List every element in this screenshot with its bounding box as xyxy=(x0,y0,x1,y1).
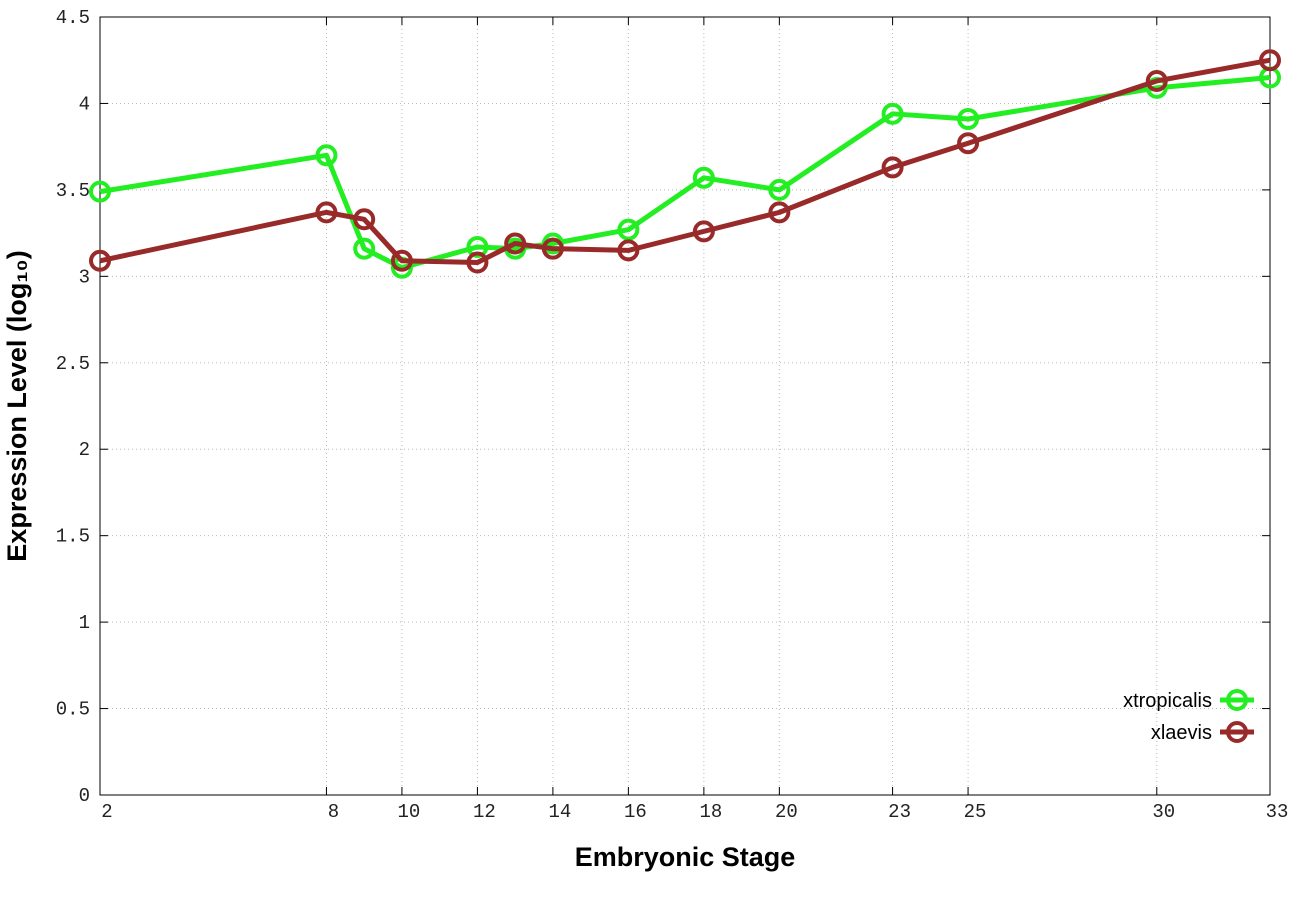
point-marker xyxy=(957,132,980,155)
point-marker xyxy=(881,156,904,179)
y-tick-label: 2.5 xyxy=(56,353,90,375)
y-tick-label: 3 xyxy=(79,266,90,288)
legend-marker xyxy=(1226,721,1248,743)
x-tick-label: 25 xyxy=(964,801,987,823)
point-marker xyxy=(881,102,904,125)
series-line xyxy=(99,75,1271,271)
point-marker xyxy=(315,201,338,224)
x-tick-label: 18 xyxy=(699,801,722,823)
point-marker xyxy=(466,251,489,274)
legend-marker xyxy=(1226,689,1248,711)
x-tick-label: 2 xyxy=(101,801,112,823)
point-marker xyxy=(617,218,640,241)
point-marker xyxy=(1259,49,1281,72)
y-axis-title: Expression Level (log₁₀) xyxy=(2,250,32,561)
y-tick-label: 0 xyxy=(79,785,90,807)
point-marker xyxy=(89,180,111,203)
y-tick-label: 3.5 xyxy=(56,180,90,202)
y-tick-label: 4 xyxy=(79,93,90,115)
point-marker xyxy=(466,235,489,258)
plot-frame xyxy=(99,16,1271,796)
point-marker xyxy=(1145,69,1168,92)
point-marker xyxy=(692,166,715,189)
y-tick-label: 0.5 xyxy=(56,699,90,721)
x-tick-label: 12 xyxy=(473,801,496,823)
point-marker xyxy=(504,232,527,255)
x-tick-label: 16 xyxy=(624,801,647,823)
x-tick-label: 23 xyxy=(888,801,911,823)
x-tick-label: 14 xyxy=(548,801,571,823)
point-marker xyxy=(768,201,791,224)
y-tick-label: 1.5 xyxy=(56,526,90,548)
y-tick-label: 4.5 xyxy=(56,7,90,29)
point-marker xyxy=(353,237,376,260)
point-marker xyxy=(617,239,640,262)
y-tick-label: 1 xyxy=(79,612,90,634)
y-tick-label: 2 xyxy=(79,439,90,461)
point-marker xyxy=(541,237,564,260)
x-tick-label: 30 xyxy=(1152,801,1175,823)
x-tick-label: 33 xyxy=(1266,801,1289,823)
legend-label: xtropicalis xyxy=(1123,690,1212,712)
point-marker xyxy=(957,108,980,131)
point-marker xyxy=(768,178,791,201)
x-tick-label: 8 xyxy=(328,801,339,823)
x-tick-label: 20 xyxy=(775,801,798,823)
x-axis-title: Embryonic Stage xyxy=(575,842,796,872)
x-tick-label: 10 xyxy=(398,801,421,823)
point-marker xyxy=(89,249,111,272)
legend-label: xlaevis xyxy=(1151,722,1212,744)
point-marker xyxy=(315,144,338,167)
point-marker xyxy=(390,249,413,272)
point-marker xyxy=(353,208,376,231)
point-marker xyxy=(692,220,715,243)
